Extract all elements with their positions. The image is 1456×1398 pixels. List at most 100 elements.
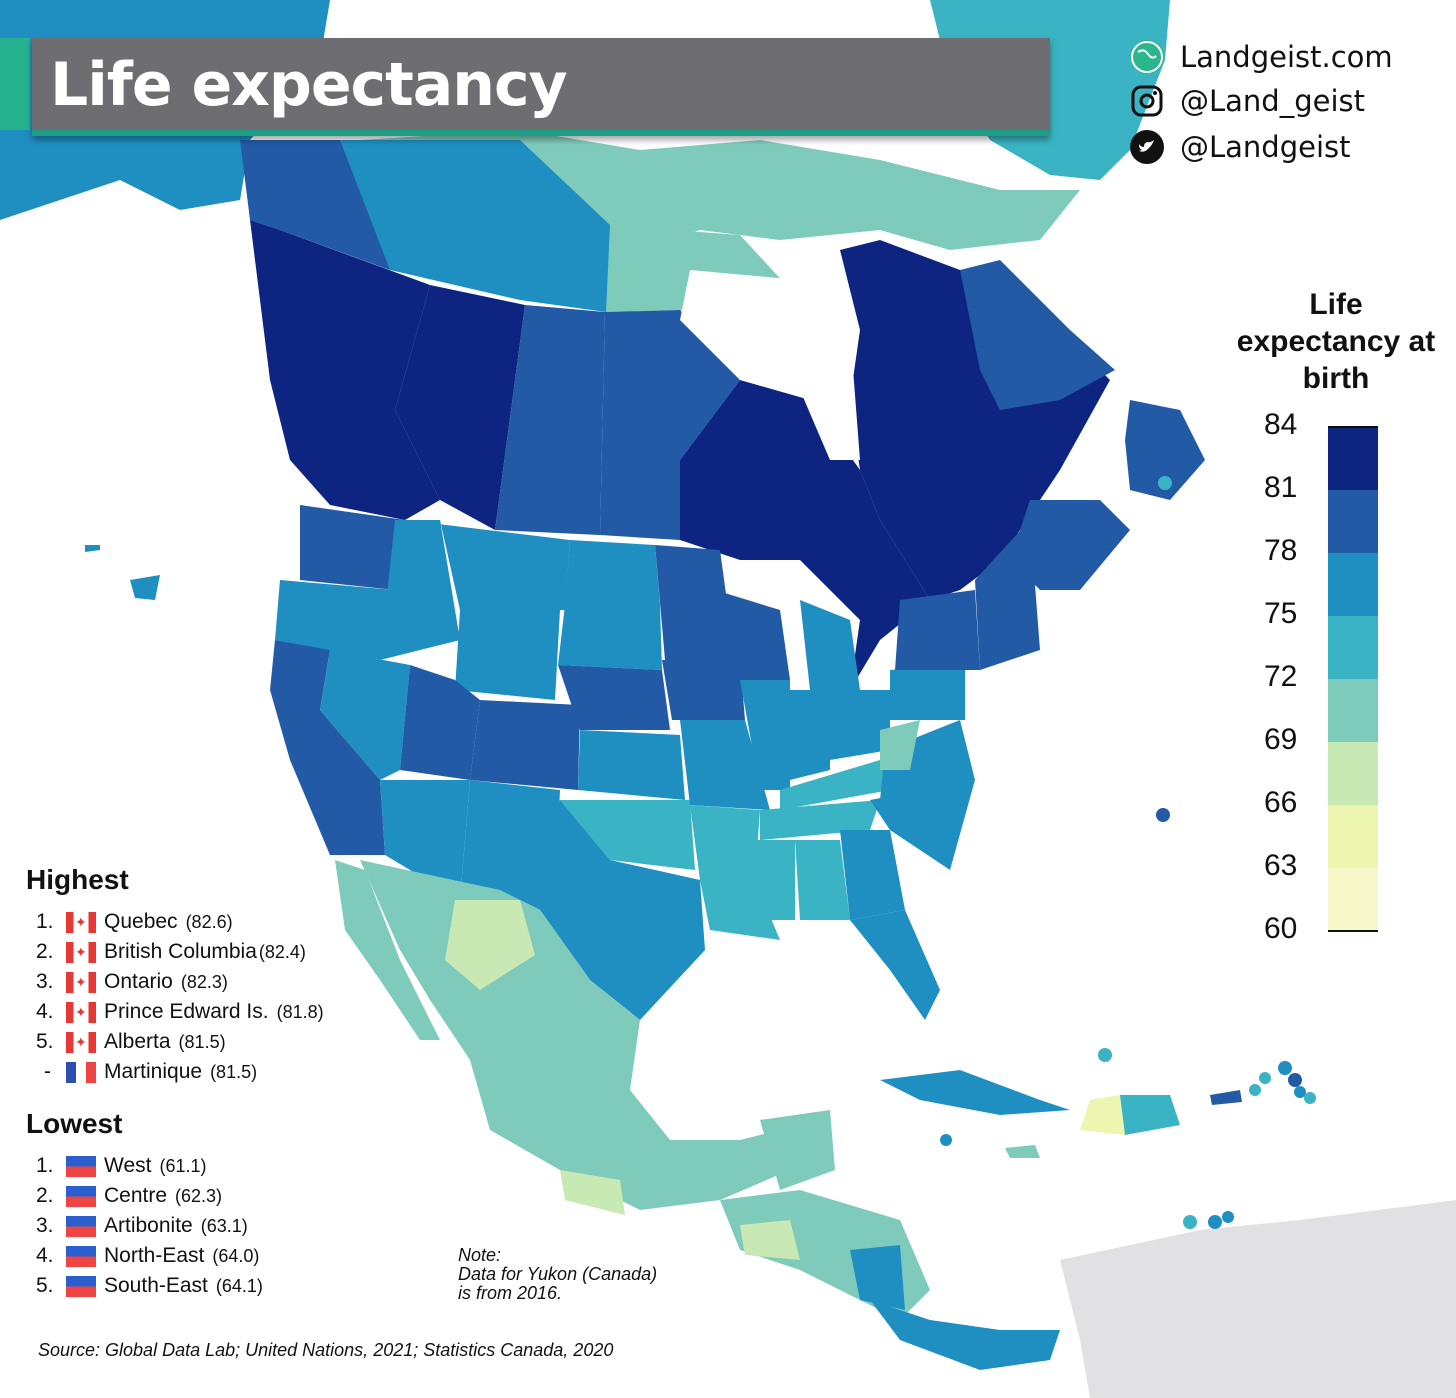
british-columbia-region [250, 220, 440, 520]
region-name: Centre [104, 1184, 168, 1207]
lowest-row: 5. South-East (64.1) [36, 1272, 263, 1300]
region-value: (61.1) [159, 1155, 207, 1176]
instagram-link[interactable]: @Land_geist [1130, 84, 1365, 118]
indiana-region [790, 690, 830, 780]
note-label: Note: [458, 1245, 502, 1265]
page-title: Life expectancy [50, 50, 568, 120]
maritimes-region [1010, 500, 1130, 590]
region-name: British Columbia [104, 940, 257, 963]
scale-band-75-78 [1328, 553, 1378, 616]
scale-band-69-72 [1328, 679, 1378, 742]
note-line: is from 2016. [458, 1283, 563, 1303]
region-value: (63.1) [200, 1215, 248, 1236]
colorado-region [470, 700, 580, 790]
puerto-rico-region [1210, 1090, 1242, 1105]
mississippi-region [745, 840, 795, 920]
lowest-heading: Lowest [26, 1108, 123, 1139]
instagram-label: @Land_geist [1180, 84, 1366, 118]
ontario-region [680, 380, 930, 690]
region-name: North-East [104, 1244, 205, 1267]
source-credit: Source: Global Data Lab; United Nations,… [38, 1340, 614, 1360]
region-value: (64.0) [212, 1245, 260, 1266]
region-name: West [104, 1154, 152, 1177]
baja-california-region [335, 860, 440, 1040]
nicaragua-region [850, 1245, 905, 1310]
region-value: (62.3) [175, 1185, 223, 1206]
rank-number: 2. [36, 940, 54, 963]
kentucky-region [780, 760, 890, 810]
highest-row: 4. Prince Edward Is. (81.8) [36, 998, 324, 1026]
scale-top-line [1328, 426, 1378, 428]
rank-number: 3. [36, 970, 54, 993]
instagram-icon [1130, 84, 1164, 118]
arkansas-region [690, 805, 760, 880]
washington-region [300, 505, 405, 590]
scale-tick: 75 [1264, 597, 1298, 630]
lowest-row: 1. West (61.1) [36, 1152, 207, 1180]
ohio-region [830, 690, 890, 760]
highest-row: 3. Ontario (82.3) [36, 968, 228, 996]
twitter-label: @Landgeist [1180, 130, 1351, 164]
region-name: Prince Edward Is. [104, 1000, 269, 1023]
hispaniola-haiti-region [1080, 1095, 1125, 1135]
idaho-region [380, 520, 460, 660]
highest-row: 1. Quebec (82.6) [36, 908, 233, 936]
north-dakota-region [565, 540, 660, 605]
region-name: Quebec [104, 910, 178, 933]
west-virginia-region [880, 720, 920, 770]
scale-tick: 66 [1264, 786, 1298, 819]
arizona-region [380, 780, 470, 900]
nevada-region [320, 650, 410, 780]
highest-heading: Highest [26, 864, 129, 895]
scale-band-78-81 [1328, 490, 1378, 553]
legend-title: Life expectancy at birth [1236, 288, 1436, 395]
saskatchewan-region [495, 305, 605, 535]
minnesota-region [655, 545, 735, 660]
region-name: Ontario [104, 970, 173, 993]
twitter-link[interactable]: @Landgeist [1130, 130, 1351, 164]
rank-number: 4. [36, 1000, 54, 1023]
canada-flag-icon [66, 941, 96, 963]
canada-flag-icon [66, 1031, 96, 1053]
haiti-flag-icon [66, 1245, 96, 1267]
region-value: (81.5) [210, 1061, 258, 1082]
missouri-region [680, 720, 770, 810]
wisconsin-region [715, 590, 790, 680]
website-link[interactable]: Landgeist.com [1130, 40, 1393, 74]
haiti-flag-icon [66, 1155, 96, 1177]
nebraska-region [558, 665, 670, 730]
hawaii-region [130, 575, 160, 600]
rank-number: 2. [36, 1184, 54, 1207]
lowest-row: 3. Artibonite (63.1) [36, 1212, 248, 1240]
florida-region [850, 910, 940, 1020]
region-value: (81.8) [276, 1001, 324, 1022]
cuba-region [880, 1070, 1070, 1115]
scale-tick: 84 [1264, 408, 1298, 441]
georgia-region [840, 830, 905, 920]
highest-row: 2. British Columbia(82.4) [36, 938, 306, 966]
rank-number: 1. [36, 1154, 54, 1177]
region-value: (82.3) [180, 971, 228, 992]
color-scale [1328, 427, 1378, 931]
scale-tick: 69 [1264, 723, 1298, 756]
scale-tick: 81 [1264, 471, 1298, 504]
scale-tick: 78 [1264, 534, 1298, 567]
globe-icon [1130, 40, 1164, 74]
scale-band-66-69 [1328, 742, 1378, 805]
region-name: South-East [104, 1274, 208, 1297]
south-dakota-region [558, 605, 662, 670]
rank-number: 5. [36, 1274, 54, 1297]
kansas-region [578, 730, 685, 800]
website-label: Landgeist.com [1180, 40, 1393, 74]
alabama-region [795, 840, 850, 920]
guatemala-region [740, 1220, 800, 1260]
pennsylvania-region [890, 665, 965, 720]
canada-flag-icon [66, 971, 96, 993]
virginia-region [880, 720, 975, 800]
twitter-icon [1130, 130, 1164, 164]
region-name: Martinique [104, 1060, 203, 1083]
newfoundland-region [1125, 400, 1205, 500]
texas-region [500, 800, 705, 1020]
carolinas-region [870, 780, 975, 870]
